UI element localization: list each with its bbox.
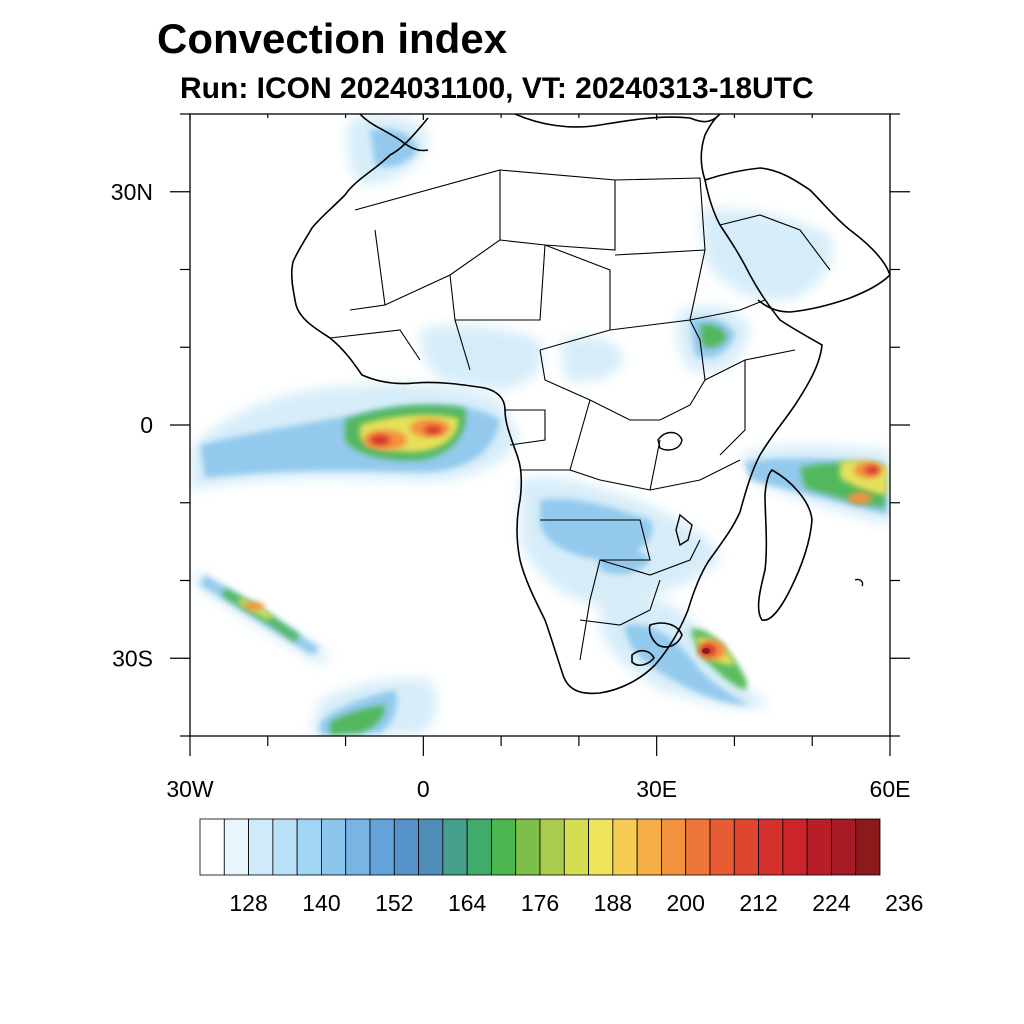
colorbar-label: 212 xyxy=(739,890,777,916)
colorbar-swatch xyxy=(223,818,249,876)
colorbar-swatch xyxy=(442,818,468,876)
chart-subtitle: Run: ICON 2024031100, VT: 20240313-18UTC xyxy=(180,72,814,105)
colorbar-swatch xyxy=(661,818,687,876)
chart-title: Convection index xyxy=(157,15,508,62)
lakes xyxy=(657,431,864,587)
lat-tick-label: 30S xyxy=(112,645,153,671)
lat-tick-label: 0 xyxy=(140,412,153,438)
coastlines xyxy=(290,114,890,695)
colorbar-swatch xyxy=(296,818,322,876)
axis-ticks xyxy=(170,113,910,756)
colorbar-swatch xyxy=(563,818,589,876)
lon-tick-label: 60E xyxy=(870,776,911,802)
colorbar-swatch xyxy=(636,818,662,876)
colorbar-label: 152 xyxy=(375,890,413,916)
colorbar-label: 176 xyxy=(521,890,559,916)
colorbar xyxy=(199,818,881,876)
colorbar-label: 224 xyxy=(812,890,851,916)
lat-tick-label: 30N xyxy=(111,179,153,205)
convection-field xyxy=(190,115,890,735)
colorbar-swatch xyxy=(418,818,444,876)
colorbar-swatch xyxy=(709,818,735,876)
colorbar-swatch xyxy=(806,818,832,876)
colorbar-swatch xyxy=(685,818,711,876)
lon-tick-label: 0 xyxy=(417,776,430,802)
colorbar-swatch xyxy=(199,818,225,876)
colorbar-swatch xyxy=(588,818,614,876)
colorbar-swatch xyxy=(248,818,274,876)
colorbar-label: 200 xyxy=(667,890,705,916)
colorbar-swatch xyxy=(491,818,517,876)
colorbar-swatch xyxy=(369,818,395,876)
colorbar-swatch xyxy=(272,818,298,876)
axis-labels: 30W 0 30E 60E 30N 0 30S xyxy=(111,179,911,802)
colorbar-labels: 128 140 152 164 176 188 200 212 224 236 xyxy=(229,890,923,916)
colorbar-swatch xyxy=(855,818,881,876)
colorbar-swatch xyxy=(539,818,565,876)
colorbar-swatch xyxy=(612,818,638,876)
colorbar-swatch xyxy=(733,818,759,876)
lon-tick-label: 30E xyxy=(636,776,677,802)
country-borders xyxy=(329,169,831,661)
colorbar-label: 236 xyxy=(885,890,923,916)
colorbar-swatch xyxy=(345,818,371,876)
colorbar-swatch xyxy=(831,818,857,876)
lon-tick-label: 30W xyxy=(166,776,214,802)
colorbar-swatch xyxy=(782,818,808,876)
colorbar-swatch xyxy=(393,818,419,876)
colorbar-label: 128 xyxy=(229,890,267,916)
colorbar-swatch xyxy=(321,818,347,876)
colorbar-label: 140 xyxy=(302,890,340,916)
colorbar-swatch xyxy=(758,818,784,876)
colorbar-swatch xyxy=(466,818,492,876)
colorbar-label: 164 xyxy=(448,890,487,916)
colorbar-swatch xyxy=(515,818,541,876)
colorbar-label: 188 xyxy=(594,890,632,916)
